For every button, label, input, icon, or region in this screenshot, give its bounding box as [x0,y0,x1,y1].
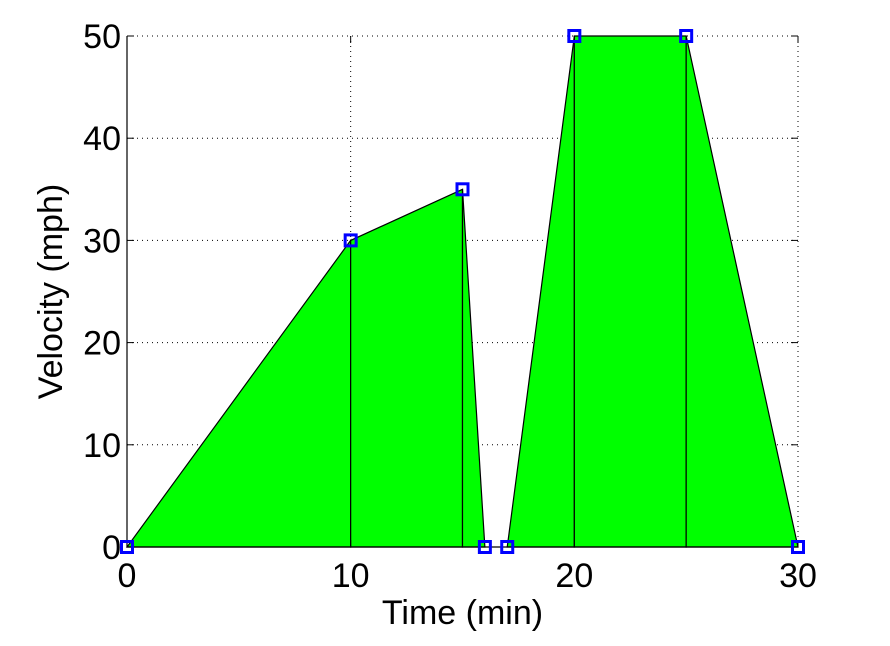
data-point-marker [455,182,470,197]
y-tick-label: 0 [102,529,121,567]
area-segment [685,35,799,548]
area-segment [461,189,486,548]
y-tick-label: 30 [83,222,121,260]
data-point-marker [120,540,134,554]
y-tick-label: 10 [83,427,121,465]
data-markers [120,29,805,554]
y-tick-label: 20 [83,325,121,363]
x-axis-title: Time (min) [382,594,543,632]
x-tick-label: 20 [555,557,593,595]
y-tick-label: 40 [83,120,121,158]
x-tick-label: 0 [118,557,137,595]
area-segment [506,35,575,548]
data-point-marker [679,29,694,43]
tick-labels: 0 10 20 30 0 10 20 30 40 50 [83,18,817,595]
y-tick-label: 50 [83,18,121,56]
y-axis-title: Velocity (mph) [32,184,70,399]
x-tick-label: 10 [332,557,370,595]
area-segment [350,188,464,548]
area-segment [125,238,352,548]
data-point-marker [343,233,358,248]
data-point-marker [500,540,515,554]
area-segment [573,35,687,548]
data-point-marker [477,540,492,554]
area-fills [125,35,799,548]
x-tick-label: 30 [779,557,817,595]
data-point-marker [567,29,582,43]
data-point-marker [791,540,805,554]
